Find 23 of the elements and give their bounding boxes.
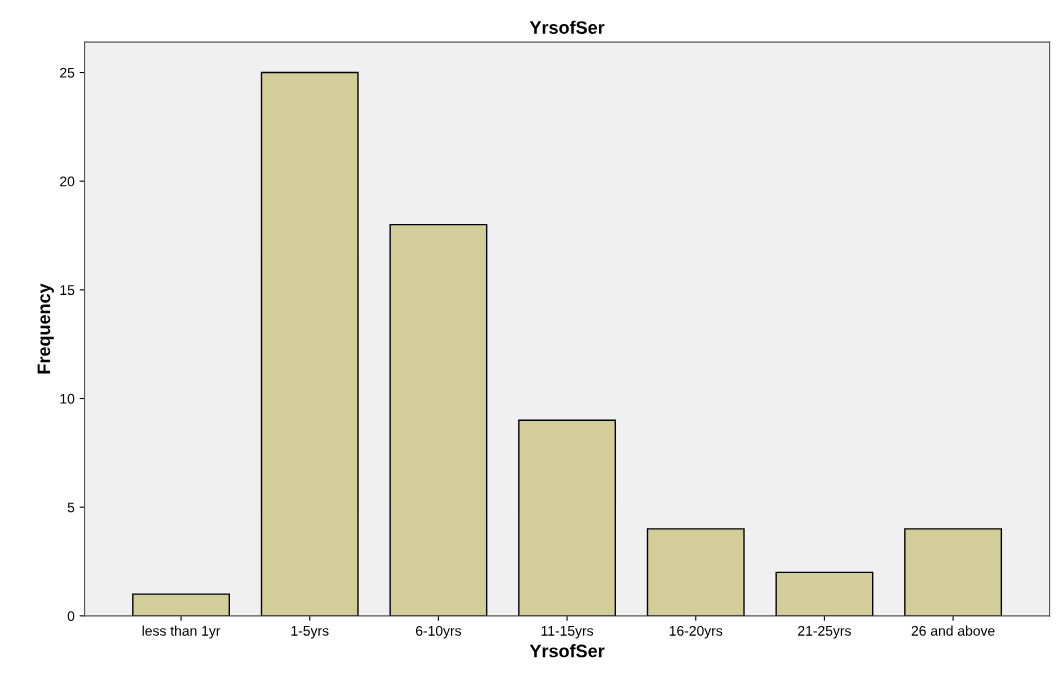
x-tick-label: 11-15yrs [541,626,594,639]
y-tick-label: 20 [60,176,75,187]
bar [132,593,231,616]
bar [260,71,359,616]
y-axis-title: Frequency [37,283,54,374]
x-tick-label: 26 and above [911,625,995,636]
x-tick-label: 21-25yrs [798,625,851,639]
bar [518,419,617,616]
bar [904,528,1003,616]
chart-title: YrsofSer [529,20,605,34]
y-tick-label: 25 [60,67,75,78]
bar [389,223,488,616]
bar [646,528,745,616]
y-tick-label: 15 [60,285,75,296]
x-axis-title: YrsofSer [529,644,605,658]
x-tick-label: 6-10yrs [415,625,462,639]
y-tick-label: 10 [60,393,75,404]
bar [775,571,874,616]
x-tick-label: less than 1yr [142,625,221,639]
x-tick-label: 16-20yrs [669,625,723,639]
y-tick-label: 5 [67,502,75,513]
x-tick-label: 1-5yrs [291,626,329,639]
y-tick-label: 0 [67,611,75,622]
